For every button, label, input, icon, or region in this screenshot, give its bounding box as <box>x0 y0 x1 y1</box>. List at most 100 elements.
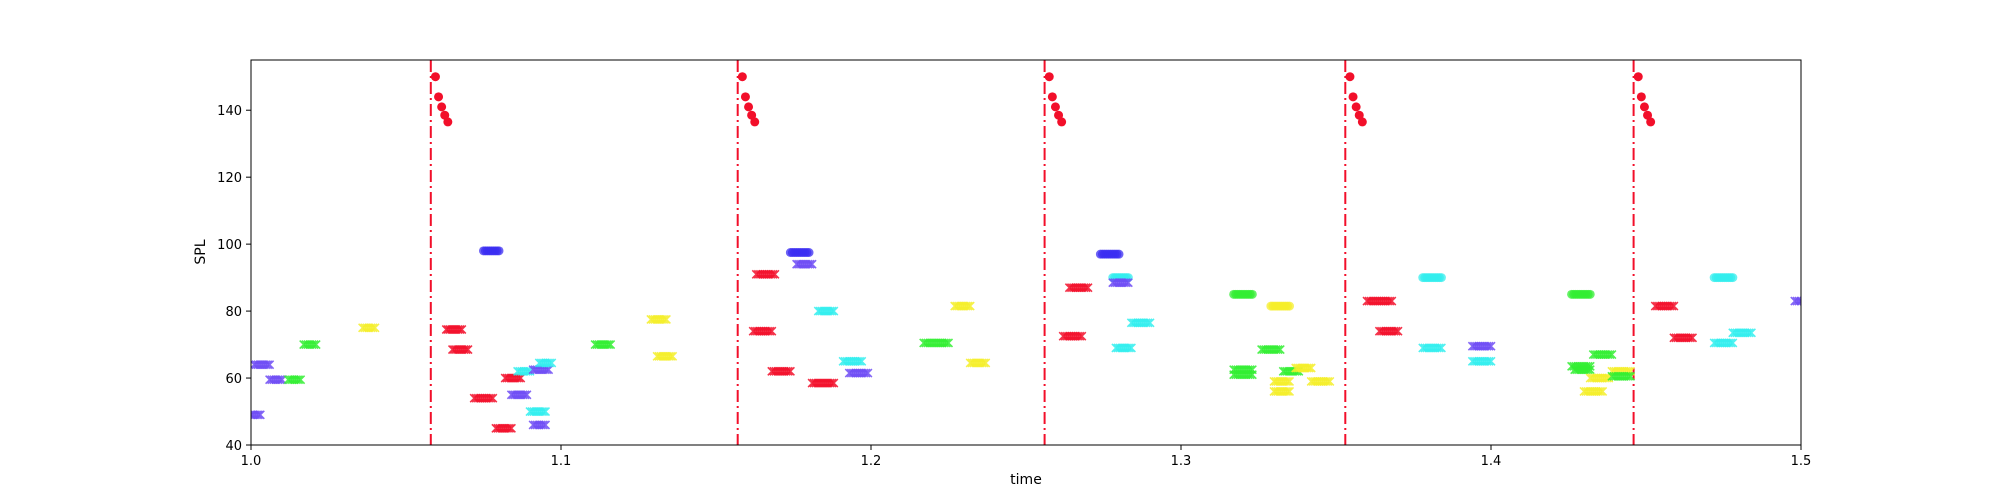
onset-dot <box>1643 110 1653 120</box>
onset-dot-group <box>430 72 453 127</box>
y-axis: 40 60 80 100 120 140 <box>217 104 251 454</box>
x-marker <box>253 410 264 420</box>
marker-segment <box>1269 386 1295 397</box>
onset-dot <box>1354 110 1364 120</box>
x-marker <box>488 393 498 403</box>
marker-segment <box>844 368 873 378</box>
x-marker <box>1302 363 1312 373</box>
x-marker <box>825 306 835 316</box>
x-marker <box>1486 356 1496 366</box>
x-marker <box>1385 296 1395 306</box>
marker-segment <box>1257 345 1285 355</box>
x-marker <box>1683 333 1693 343</box>
x-marker <box>827 306 837 316</box>
marker-segment <box>525 406 551 417</box>
y-tick-label: 80 <box>225 305 242 320</box>
onset-dot <box>1646 117 1656 127</box>
marker-segment <box>1229 289 1257 299</box>
x-marker <box>1742 328 1752 338</box>
x-marker <box>486 393 496 403</box>
x-marker <box>459 345 469 355</box>
x-marker <box>1073 331 1083 341</box>
x-marker <box>1145 318 1155 328</box>
x-marker <box>1605 350 1615 360</box>
x-marker <box>768 269 778 279</box>
x-marker <box>829 378 839 388</box>
x-marker <box>540 406 551 417</box>
x-marker <box>668 351 678 361</box>
x-marker <box>767 326 777 336</box>
onset-dot <box>1348 92 1358 102</box>
x-marker <box>763 326 773 336</box>
x-marker <box>1079 283 1089 293</box>
onset-dot <box>1345 72 1355 82</box>
x-marker <box>1389 326 1399 336</box>
onset-dot <box>750 117 760 127</box>
marker-segment <box>767 366 795 376</box>
x-marker <box>293 375 304 385</box>
x-marker <box>1391 326 1401 336</box>
x-marker <box>1794 296 1801 306</box>
x-marker <box>1281 376 1291 386</box>
marker-segment <box>1570 365 1595 375</box>
circle-marker <box>494 246 504 256</box>
marker-segment <box>358 323 380 333</box>
onset-dot <box>443 117 453 127</box>
x-marker <box>1321 376 1331 386</box>
marker-segment <box>534 358 557 368</box>
x-marker <box>941 338 951 348</box>
x-marker <box>606 339 616 350</box>
marker-segment <box>299 339 321 350</box>
x-marker <box>543 358 553 368</box>
circle-marker <box>1585 289 1595 299</box>
x-marker <box>523 366 533 376</box>
x-marker <box>805 259 815 269</box>
x-axis-label: time <box>1010 472 1042 488</box>
x-marker <box>291 375 302 385</box>
onset-dot <box>1639 102 1649 112</box>
marker-segment <box>646 314 671 325</box>
x-marker <box>853 356 863 366</box>
x-marker <box>1482 356 1492 366</box>
x-marker <box>604 339 614 350</box>
x-marker <box>1595 386 1606 397</box>
onset-dot <box>1047 92 1057 102</box>
marker-segment <box>751 269 780 279</box>
x-marker <box>1077 331 1087 341</box>
onset-dot-group <box>737 72 760 127</box>
x-marker <box>939 338 949 348</box>
marker-segment <box>251 410 265 420</box>
x-marker <box>1726 338 1736 348</box>
y-tick-label: 120 <box>217 171 242 186</box>
x-marker <box>520 390 530 400</box>
x-marker <box>484 393 494 403</box>
marker-segment <box>1374 326 1403 336</box>
x-marker <box>1600 373 1610 383</box>
x-marker <box>863 368 873 378</box>
marker-segment <box>1709 338 1738 348</box>
x-marker <box>977 358 987 368</box>
plot-data-layer <box>251 60 1801 445</box>
x-marker <box>309 339 319 350</box>
x-marker <box>659 314 670 325</box>
x-marker <box>1796 296 1801 306</box>
x-marker <box>536 420 546 430</box>
x-marker <box>1275 345 1285 355</box>
marker-segment <box>1467 356 1496 366</box>
x-marker <box>963 301 973 311</box>
x-marker <box>1387 296 1397 306</box>
marker-segment <box>513 366 535 376</box>
marker-segment <box>479 246 504 256</box>
x-marker <box>827 378 837 388</box>
x-marker <box>857 356 867 366</box>
marker-segment <box>1266 301 1294 311</box>
x-marker <box>538 420 548 430</box>
onset-dot <box>1054 110 1064 120</box>
circle-marker <box>1114 249 1124 259</box>
x-marker <box>961 301 971 311</box>
onset-dot <box>747 110 757 120</box>
x-tick-label: 1.4 <box>1481 454 1502 469</box>
x-marker <box>1075 331 1085 341</box>
marker-segment <box>813 306 839 316</box>
x-tick-label: 1.1 <box>551 454 572 469</box>
